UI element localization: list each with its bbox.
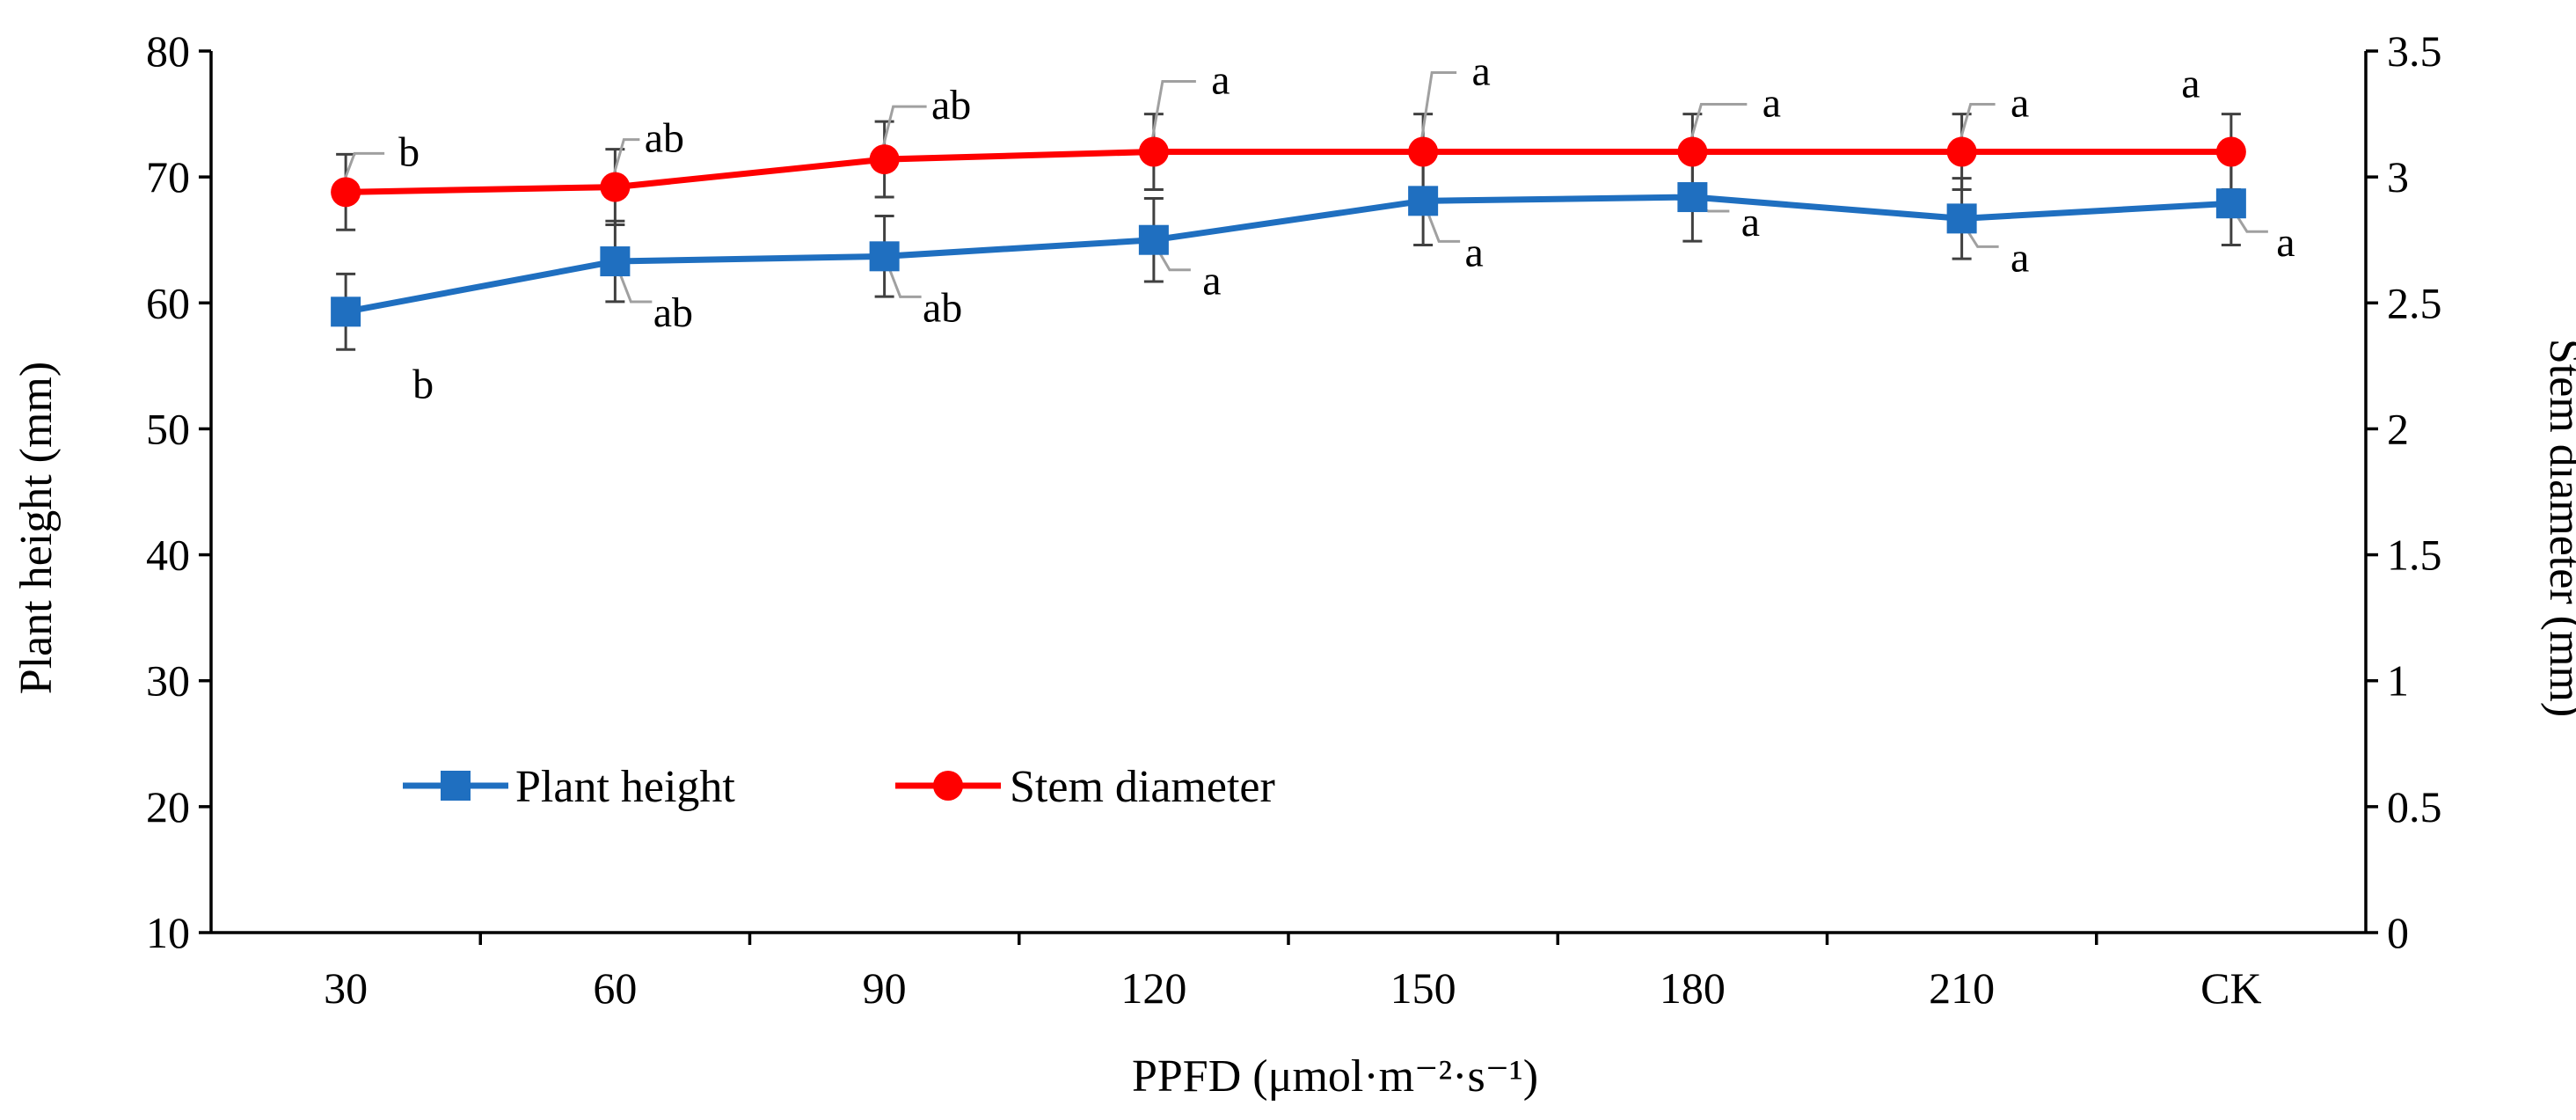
plant-height-significance-letter: a — [1202, 258, 1221, 304]
y2-tick-label: 3.5 — [2387, 26, 2442, 76]
plant-height-label-leader — [1156, 247, 1191, 272]
y2-tick-label: 3 — [2387, 152, 2409, 201]
stem-diameter-marker — [1677, 136, 1708, 167]
x-tick-label: 120 — [1120, 963, 1186, 1013]
stem-diameter-significance-letter: a — [1762, 80, 1781, 127]
plant-height-significance-letter: a — [2276, 219, 2295, 266]
y2-tick-label: 0.5 — [2387, 782, 2442, 831]
plant-height-marker — [1138, 224, 1169, 255]
y2-tick-label: 0 — [2387, 908, 2409, 957]
stem-diameter-label-leader — [1150, 80, 1196, 142]
stem-diameter-significance-letter: a — [1471, 48, 1490, 95]
y2-tick-label: 1 — [2387, 656, 2409, 706]
plant-height-marker — [1677, 182, 1708, 213]
y-tick-label: 60 — [146, 278, 190, 327]
x-axis-title: PPFD (μmol·m⁻²·s⁻¹) — [1132, 1051, 1538, 1102]
legend: Plant height Stem diameter — [403, 762, 1275, 812]
x-tick-label: 30 — [324, 963, 368, 1013]
plant-height-significance-letter: b — [412, 361, 434, 407]
x-tick-label: 210 — [1929, 963, 1995, 1013]
plant-height-marker — [331, 296, 361, 327]
plant-height-significance-letter: ab — [653, 289, 693, 336]
plant-height-label-leader — [617, 269, 653, 304]
stem-diameter-marker — [869, 144, 900, 175]
x-tick-label: 60 — [593, 963, 637, 1013]
plant-height-line — [345, 194, 2232, 315]
plant-height-marker — [1946, 203, 1977, 234]
y-tick-label: 20 — [146, 782, 190, 831]
stem-diameter-marker — [1138, 136, 1169, 167]
y-tick-label: 80 — [146, 26, 190, 76]
stem-diameter-label-leader — [611, 138, 640, 178]
plant-height-marker — [2215, 188, 2246, 219]
y2-tick-label: 2.5 — [2387, 278, 2442, 327]
x-tick-label: 90 — [863, 963, 907, 1013]
plant-height-label-leader — [2233, 211, 2268, 233]
stem-diameter-significance-letter: a — [1211, 57, 1230, 104]
x-tick-label: CK — [2200, 963, 2261, 1013]
y-tick-label: 10 — [146, 908, 190, 957]
plant-height-label-leader — [1964, 226, 1999, 248]
stem-diameter-significance-letter: b — [398, 128, 420, 175]
plant-height-significance-letter: a — [1741, 199, 1760, 245]
plant-height-label-leader — [1425, 209, 1461, 243]
stem-diameter-marker — [1408, 136, 1439, 167]
y2-tick-label: 1.5 — [2387, 531, 2442, 580]
stem-diameter-significance-letter: a — [2181, 61, 2200, 107]
stem-diameter-label-leader — [1959, 103, 1996, 142]
stem-diameter-label-leader — [1419, 71, 1457, 142]
stem-diameter-significance-letter: ab — [645, 115, 684, 162]
plant-height-significance-letter: ab — [923, 284, 962, 331]
legend-stem-diameter-marker — [933, 771, 963, 801]
y2-tick-label: 2 — [2387, 404, 2409, 453]
plant-height-marker — [1408, 186, 1439, 216]
stem-diameter-label-leader — [1689, 103, 1748, 142]
stem-diameter-marker — [1946, 136, 1977, 167]
x-tick-label: 150 — [1390, 963, 1456, 1013]
x-tick-label: 180 — [1660, 963, 1726, 1013]
stem-diameter-marker — [331, 177, 361, 208]
stem-diameter-marker — [2215, 136, 2246, 167]
plant-height-significance-letter: a — [1464, 229, 1483, 275]
plant-height-marker — [600, 246, 631, 277]
stem-diameter-significance-letter: ab — [931, 82, 971, 128]
stem-diameter-line — [346, 149, 2231, 195]
y-axis-title: Plant height (mm) — [11, 362, 62, 694]
plant-height-marker — [869, 241, 900, 272]
stem-diameter-label-leader — [881, 105, 927, 150]
y-tick-label: 40 — [146, 531, 190, 580]
y-tick-label: 50 — [146, 404, 190, 453]
y-tick-label: 70 — [146, 152, 190, 201]
y-tick-label: 30 — [146, 656, 190, 706]
legend-stem-diameter-label: Stem diameter — [1010, 762, 1275, 812]
stem-diameter-significance-letter: a — [2010, 80, 2029, 127]
plant-height-label-leader — [887, 264, 922, 298]
stem-diameter-label-leader — [342, 151, 385, 182]
plant-height-significance-letter: a — [2010, 234, 2029, 281]
y2-axis-title: Stem diameter (mm) — [2540, 339, 2576, 717]
stem-diameter-marker — [600, 172, 631, 202]
legend-plant-height-label: Plant height — [515, 762, 735, 812]
legend-plant-height-marker — [441, 771, 471, 801]
